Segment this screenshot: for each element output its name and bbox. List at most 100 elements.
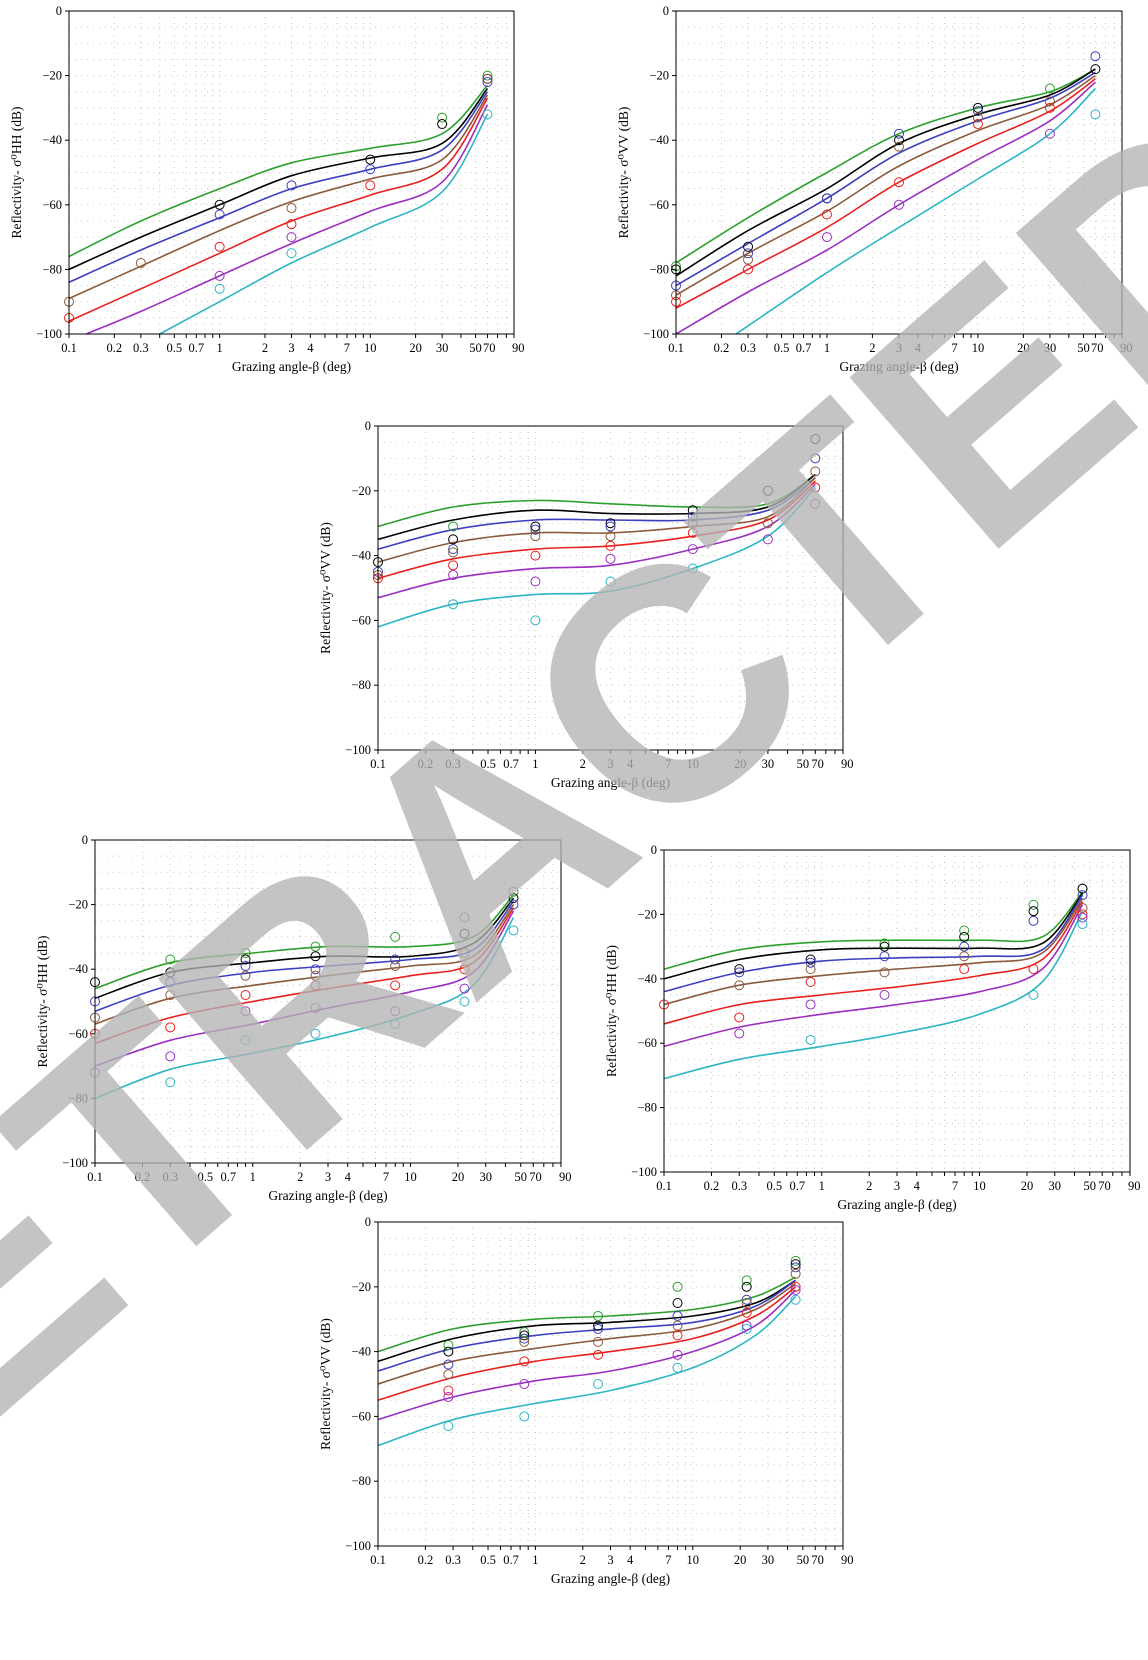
data-point <box>1028 906 1039 917</box>
x-tick-label: 0.1 <box>668 341 684 355</box>
data-point <box>1044 96 1055 107</box>
data-point <box>1090 109 1101 120</box>
x-tick-label: 30 <box>762 1553 775 1567</box>
y-tick-label: −20 <box>351 1280 371 1294</box>
x-tick-label: 0.1 <box>370 1553 386 1567</box>
data-point <box>365 164 376 175</box>
data-point <box>240 960 251 971</box>
series-line-6 <box>85 104 489 335</box>
x-tick-label: 1 <box>250 1170 256 1184</box>
y-axis-label: Reflectivity- σ⁰HH (dB) <box>604 945 619 1077</box>
x-axis-label: Grazing angle-β (deg) <box>837 1197 956 1212</box>
data-point <box>240 1006 251 1017</box>
x-tick-label: 50 <box>797 1553 810 1567</box>
series-line-1 <box>675 68 1096 264</box>
data-point <box>448 534 459 545</box>
x-tick-label: 0.5 <box>480 1553 496 1567</box>
data-point <box>734 980 745 991</box>
y-tick-label: −80 <box>637 1101 657 1115</box>
x-tick-label: 10 <box>973 1179 986 1193</box>
x-axis-label: Grazing angle-β (deg) <box>268 1188 387 1203</box>
data-point <box>672 1298 683 1308</box>
chart-panel-3: 0.1 0.2 0.3 0.5 0.7 1 2 3 4 7 10 20 30 50 70 90 0 −20 −40 −… <box>318 419 854 790</box>
x-tick-label: 3 <box>896 341 902 355</box>
data-point <box>286 232 297 243</box>
series-line-1 <box>377 473 816 528</box>
series-line-7 <box>735 87 1096 335</box>
data-point <box>443 1346 454 1357</box>
data-point <box>310 980 321 991</box>
data-point <box>286 248 297 259</box>
data-point <box>741 1294 752 1305</box>
y-tick-label: −60 <box>68 1027 88 1041</box>
x-tick-label: 0.2 <box>418 1553 434 1567</box>
data-point <box>959 925 970 936</box>
data-point <box>165 1022 176 1033</box>
data-point <box>741 1281 752 1292</box>
x-tick-label: 2 <box>262 341 268 355</box>
data-point <box>672 1349 683 1360</box>
x-tick-label: 0.3 <box>162 1170 178 1184</box>
x-tick-label: 1 <box>824 341 830 355</box>
y-tick-label: −20 <box>42 69 62 83</box>
series-line-2 <box>663 892 1084 980</box>
data-point <box>790 1285 801 1296</box>
y-tick-label: −80 <box>351 1474 371 1488</box>
y-tick-label: −60 <box>649 198 669 212</box>
grid <box>664 850 1130 1172</box>
x-tick-label: 30 <box>479 1170 492 1184</box>
x-tick-label: 70 <box>1091 341 1104 355</box>
series-line-1 <box>68 84 489 258</box>
data-point <box>519 1336 530 1347</box>
x-tick-label: 3 <box>894 1179 900 1193</box>
x-tick-label: 2 <box>297 1170 303 1184</box>
data-point <box>672 1330 683 1341</box>
data-point <box>390 954 401 965</box>
x-tick-label: 4 <box>345 1170 352 1184</box>
x-tick-label: 0.1 <box>370 757 386 771</box>
x-tick-label: 3 <box>607 757 613 771</box>
x-tick-label: 50 <box>469 341 482 355</box>
data-point <box>448 570 459 581</box>
x-tick-label: 0.5 <box>774 341 790 355</box>
data-point <box>448 547 459 558</box>
series-line-2 <box>675 68 1096 277</box>
data-point <box>593 1320 604 1331</box>
data-point <box>1028 964 1039 975</box>
y-tick-label: −60 <box>351 613 371 627</box>
series-line-6 <box>377 483 816 599</box>
data-point <box>390 960 401 971</box>
x-tick-label: 10 <box>364 341 377 355</box>
y-tick-label: −40 <box>42 133 62 147</box>
series-line-4 <box>68 94 489 300</box>
data-point <box>310 1002 321 1013</box>
data-point <box>390 1006 401 1017</box>
data-point <box>1044 102 1055 113</box>
y-axis-label: Reflectivity- σ⁰VV (dB) <box>318 522 333 654</box>
data-point <box>687 511 698 522</box>
data-point <box>741 1298 752 1308</box>
series-line-4 <box>94 904 515 1025</box>
y-tick-label: −100 <box>36 327 62 341</box>
x-tick-label: 2 <box>866 1179 872 1193</box>
data-point <box>743 248 754 259</box>
data-point <box>687 505 698 516</box>
series-line-5 <box>68 97 489 322</box>
data-point <box>459 983 470 994</box>
data-point <box>240 1035 251 1046</box>
series-line-7 <box>377 487 816 628</box>
data-point <box>894 128 904 139</box>
data-point <box>240 990 251 1001</box>
data-point <box>762 534 773 545</box>
data-point <box>959 941 970 952</box>
data-point <box>1044 83 1055 94</box>
x-tick-label: 20 <box>452 1170 465 1184</box>
data-point <box>687 527 698 538</box>
y-tick-label: −100 <box>345 743 371 757</box>
series-line-4 <box>377 1282 797 1385</box>
x-tick-label: 30 <box>1044 341 1057 355</box>
series-line-3 <box>663 894 1084 993</box>
x-tick-label: 20 <box>734 757 747 771</box>
data-point <box>214 241 225 252</box>
y-tick-label: −20 <box>351 484 371 498</box>
